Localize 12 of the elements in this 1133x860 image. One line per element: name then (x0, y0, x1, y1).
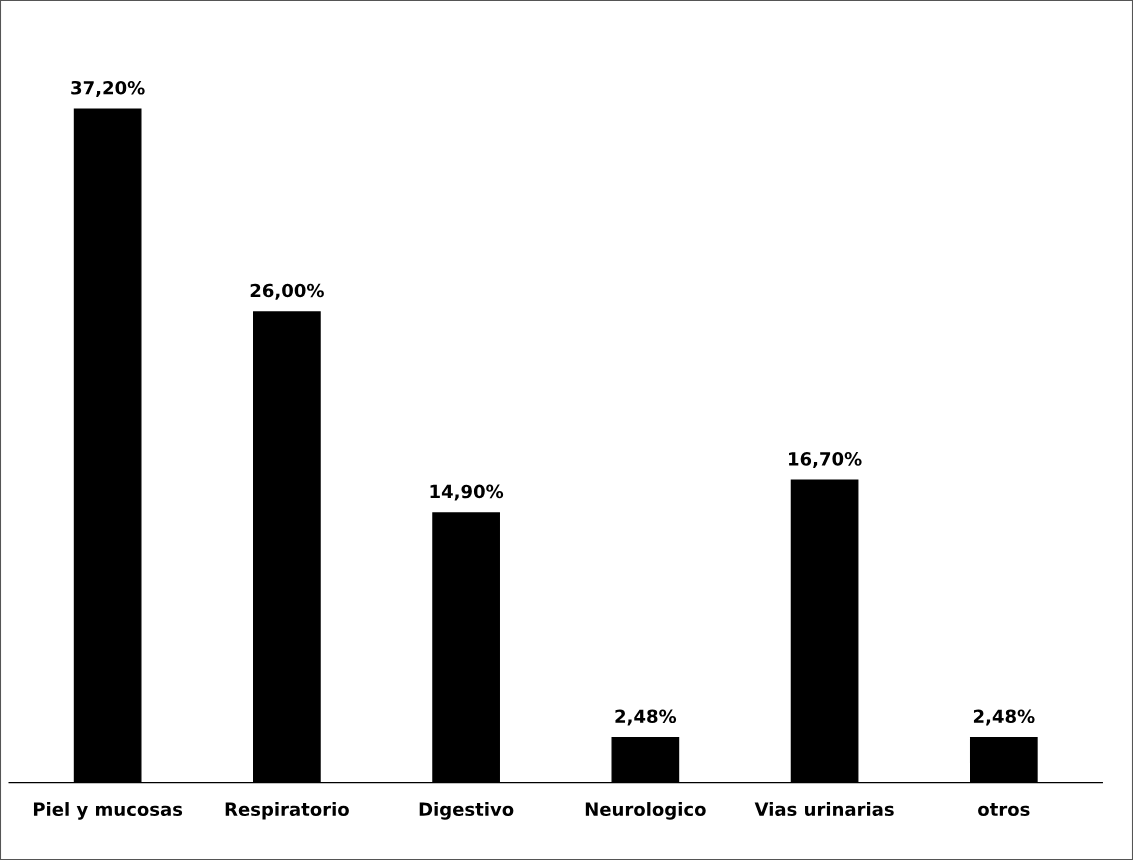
data-label: 14,90% (430, 484, 504, 501)
data-label: 16,70% (789, 452, 862, 468)
x-tick-label: Neurologico (585, 802, 706, 820)
data-label: 2,48% (615, 709, 677, 726)
x-tick-label: Vias urinarias (754, 802, 894, 817)
data-label: 37,20% (71, 80, 145, 97)
x-tick-label: otros (978, 803, 1030, 817)
x-tick-label: Piel y mucosas (33, 802, 183, 820)
x-tick-label: Respiratorio (225, 802, 349, 820)
x-tick-label: Digestivo (419, 802, 514, 820)
data-label: 26,00% (250, 283, 324, 300)
data-label: 2,48% (973, 709, 1035, 726)
